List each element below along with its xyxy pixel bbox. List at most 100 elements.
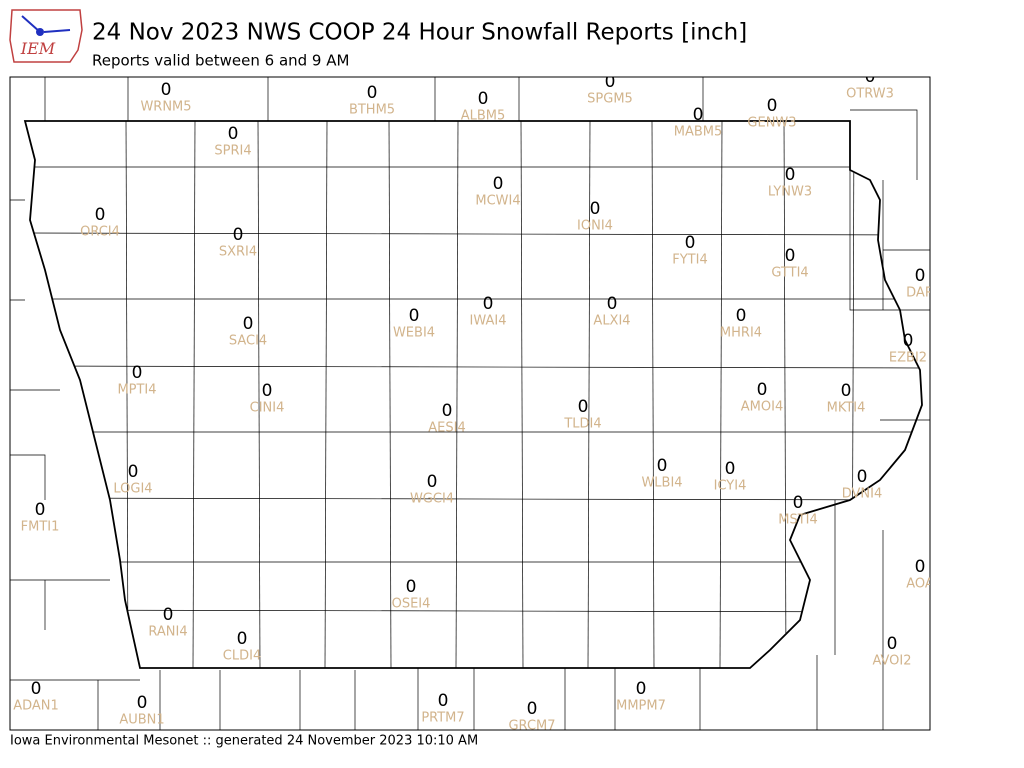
station-id: LYNW3 <box>768 185 812 200</box>
station-value: 0 <box>137 693 148 713</box>
station-id: MABM5 <box>674 125 723 140</box>
stations: 0WRNM50BTHM50ALBM50SPGM50OTRW30MABM50GEN… <box>13 67 934 734</box>
station-value: 0 <box>767 96 778 116</box>
station-value: 0 <box>903 331 914 351</box>
station-id: MMPM7 <box>616 699 666 714</box>
station-id: MSTI4 <box>778 513 818 528</box>
station-value: 0 <box>243 314 254 334</box>
station-id: RANI4 <box>148 625 187 640</box>
station-value: 0 <box>233 225 244 245</box>
station-id: ICYI4 <box>714 479 747 494</box>
station-id: WRNM5 <box>140 100 191 115</box>
station-id: SACI4 <box>229 334 267 349</box>
station-id: GRCM7 <box>508 719 555 734</box>
county-line <box>25 365 922 369</box>
station-id: MKTI4 <box>827 401 866 416</box>
county-line <box>783 121 787 668</box>
station-id: AVOI2 <box>872 654 911 669</box>
county-line <box>25 609 922 613</box>
station-id: IONI4 <box>577 219 613 234</box>
station-value: 0 <box>35 500 46 520</box>
station-value: 0 <box>887 634 898 654</box>
station-value: 0 <box>865 67 876 87</box>
station-value: 0 <box>493 174 504 194</box>
station-value: 0 <box>857 467 868 487</box>
station-value: 0 <box>163 605 174 625</box>
station-value: 0 <box>95 205 106 225</box>
station-value: 0 <box>438 691 449 711</box>
station-id: WLBI4 <box>641 476 682 491</box>
station-id: SPRI4 <box>214 144 251 159</box>
station-value: 0 <box>607 294 618 314</box>
county-line <box>257 121 261 668</box>
station-id: AMOI4 <box>741 400 783 415</box>
county-line <box>324 121 328 668</box>
map-frame <box>9 76 931 731</box>
station-value: 0 <box>736 306 747 326</box>
logo-text: IEM <box>20 39 56 58</box>
station-id: BTHM5 <box>349 103 395 118</box>
station-id: AUBN1 <box>119 713 164 728</box>
station-value: 0 <box>693 105 704 125</box>
station-value: 0 <box>793 493 804 513</box>
station-id: PRTM7 <box>421 711 464 726</box>
station-value: 0 <box>757 380 768 400</box>
station-value: 0 <box>406 577 417 597</box>
station-value: 0 <box>915 557 926 577</box>
station-id: WEBI4 <box>393 326 435 341</box>
station-value: 0 <box>915 266 926 286</box>
station-id: DAR <box>906 286 934 301</box>
station-value: 0 <box>841 381 852 401</box>
station-id: MCWI4 <box>475 194 520 209</box>
station-id: AOA <box>906 577 934 592</box>
station-id: TLDI4 <box>563 417 601 432</box>
station-id: LOGI4 <box>113 482 152 497</box>
station-value: 0 <box>636 679 647 699</box>
county-line <box>455 121 459 668</box>
station-value: 0 <box>478 89 489 109</box>
station-value: 0 <box>590 199 601 219</box>
station-id: SXRI4 <box>219 245 257 260</box>
county-lines <box>25 121 922 668</box>
station-id: DVNI4 <box>842 487 883 502</box>
county-line <box>651 121 655 668</box>
county-line <box>25 232 922 236</box>
station-value: 0 <box>427 472 438 492</box>
logo: IEM <box>9 9 83 63</box>
station-id: FMTI1 <box>21 520 60 535</box>
county-line <box>587 121 591 668</box>
county-line <box>520 121 524 668</box>
station-value: 0 <box>409 306 420 326</box>
neighbor-borders <box>10 77 930 730</box>
station-value: 0 <box>605 72 616 92</box>
county-line <box>719 121 723 668</box>
station-value: 0 <box>483 294 494 314</box>
station-value: 0 <box>657 456 668 476</box>
station-id: EZBI2 <box>889 351 927 366</box>
station-id: ORCI4 <box>80 225 120 240</box>
station-id: OSEI4 <box>392 597 431 612</box>
station-id: FYTI4 <box>672 253 707 268</box>
station-value: 0 <box>132 363 143 383</box>
station-value: 0 <box>785 165 796 185</box>
station-value: 0 <box>237 629 248 649</box>
county-line <box>125 121 129 668</box>
station-id: SPGM5 <box>587 92 633 107</box>
station-value: 0 <box>262 381 273 401</box>
station-id: AESI4 <box>428 421 465 436</box>
station-value: 0 <box>161 80 172 100</box>
station-value: 0 <box>367 83 378 103</box>
station-value: 0 <box>228 124 239 144</box>
footer: Iowa Environmental Mesonet :: generated … <box>10 734 478 749</box>
station-id: OTRW3 <box>846 87 894 102</box>
county-line <box>192 121 196 668</box>
station-value: 0 <box>578 397 589 417</box>
station-value: 0 <box>725 459 736 479</box>
county-line <box>25 497 922 501</box>
station-id: IWAI4 <box>470 314 507 329</box>
title: 24 Nov 2023 NWS COOP 24 Hour Snowfall Re… <box>92 20 747 46</box>
station-id: GTTI4 <box>771 266 808 281</box>
station-value: 0 <box>685 233 696 253</box>
station-id: ALXI4 <box>593 314 630 329</box>
